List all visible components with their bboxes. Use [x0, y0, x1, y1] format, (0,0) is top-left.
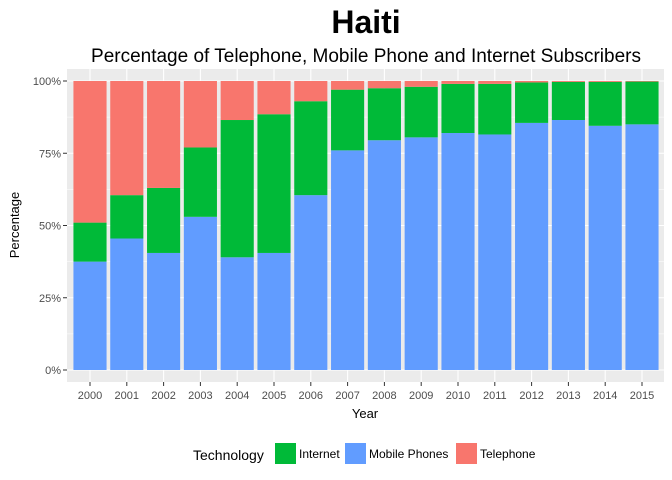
bar-internet-2003: [183, 147, 217, 217]
bar-mobile-phones-2014: [588, 125, 622, 370]
bar-internet-2010: [441, 83, 475, 134]
bar-internet-2014: [588, 81, 622, 126]
bar-internet-2001: [110, 195, 144, 239]
legend-key-telephone: [456, 443, 477, 464]
bar-mobile-phones-2008: [367, 140, 401, 370]
x-tick-label: 2012: [519, 390, 543, 402]
bar-telephone-2014: [588, 81, 622, 82]
x-tick-label: 2008: [372, 390, 396, 402]
x-tick-label: 2000: [78, 390, 102, 402]
bar-telephone-2005: [257, 81, 291, 115]
y-axis-title: Percentage: [7, 192, 22, 259]
bar-mobile-phones-2000: [73, 261, 107, 370]
bar-internet-2000: [73, 222, 107, 262]
bar-mobile-phones-2015: [625, 124, 659, 370]
x-tick-label: 2005: [262, 390, 286, 402]
x-tick-label: 2014: [593, 390, 617, 402]
x-tick-label: 2011: [483, 390, 507, 402]
bar-telephone-2010: [441, 81, 475, 84]
legend-label: Mobile Phones: [369, 447, 448, 461]
bar-internet-2009: [404, 86, 438, 138]
bar-telephone-2011: [478, 81, 512, 84]
bar-internet-2006: [294, 101, 328, 196]
bar-mobile-phones-2004: [220, 257, 254, 370]
x-tick-label: 2007: [335, 390, 359, 402]
legend: Technology Internet Mobile Phones Telephon…: [193, 443, 536, 464]
bar-internet-2008: [367, 88, 401, 141]
bar-telephone-2004: [220, 81, 254, 121]
chart-title: Haiti: [331, 4, 400, 40]
bar-telephone-2001: [110, 81, 144, 196]
x-tick-label: 2001: [115, 390, 139, 402]
bars: [73, 81, 659, 370]
chart-subtitle: Percentage of Telephone, Mobile Phone an…: [91, 46, 641, 67]
bar-telephone-2000: [73, 81, 107, 223]
bar-telephone-2006: [294, 81, 328, 102]
x-tick-label: 2002: [151, 390, 175, 402]
bar-mobile-phones-2007: [331, 150, 365, 370]
bar-internet-2002: [147, 187, 181, 253]
x-tick-label: 2015: [630, 390, 654, 402]
bar-mobile-phones-2001: [110, 238, 144, 370]
bar-telephone-2003: [183, 81, 217, 148]
legend-key-mobile-phones: [345, 443, 366, 464]
bar-mobile-phones-2011: [478, 134, 512, 370]
bar-telephone-2008: [367, 81, 401, 89]
legend-key-internet: [275, 443, 296, 464]
bar-mobile-phones-2013: [551, 120, 585, 370]
bar-internet-2012: [515, 82, 549, 123]
bar-mobile-phones-2006: [294, 195, 328, 370]
x-tick-label: 2004: [225, 390, 249, 402]
bar-telephone-2012: [515, 81, 549, 83]
bar-telephone-2015: [625, 81, 659, 82]
bar-mobile-phones-2009: [404, 137, 438, 370]
legend-label: Telephone: [480, 447, 536, 461]
y-tick-label: 50%: [39, 221, 61, 233]
x-tick-label: 2006: [299, 390, 323, 402]
bar-internet-2005: [257, 114, 291, 253]
bar-telephone-2002: [147, 81, 181, 188]
x-tick-label: 2003: [188, 390, 212, 402]
legend-title: Technology: [193, 447, 264, 463]
legend-label: Internet: [299, 447, 340, 461]
y-tick-label: 0%: [45, 365, 61, 377]
y-tick-label: 100%: [33, 76, 61, 88]
bar-internet-2015: [625, 81, 659, 125]
x-axis-title: Year: [352, 406, 379, 421]
bar-internet-2007: [331, 89, 365, 151]
bar-mobile-phones-2010: [441, 133, 475, 370]
bar-mobile-phones-2012: [515, 122, 549, 370]
y-tick-label: 25%: [39, 293, 61, 305]
bar-mobile-phones-2005: [257, 252, 291, 370]
bar-mobile-phones-2002: [147, 252, 181, 370]
bar-telephone-2013: [551, 81, 585, 82]
x-tick-label: 2009: [409, 390, 433, 402]
x-tick-label: 2013: [556, 390, 580, 402]
bar-internet-2011: [478, 83, 512, 135]
bar-telephone-2007: [331, 81, 365, 90]
bar-internet-2004: [220, 120, 254, 258]
x-axis: 2000 2001 2002 2003 2004 2005 2006 2007 2008 2009…: [78, 382, 654, 402]
y-tick-label: 75%: [39, 148, 61, 160]
bar-mobile-phones-2003: [183, 216, 217, 370]
bar-telephone-2009: [404, 81, 438, 87]
y-axis: 0% 25% 50% 75% 100%: [33, 76, 67, 377]
x-tick-label: 2010: [446, 390, 470, 402]
bar-internet-2013: [551, 81, 585, 121]
